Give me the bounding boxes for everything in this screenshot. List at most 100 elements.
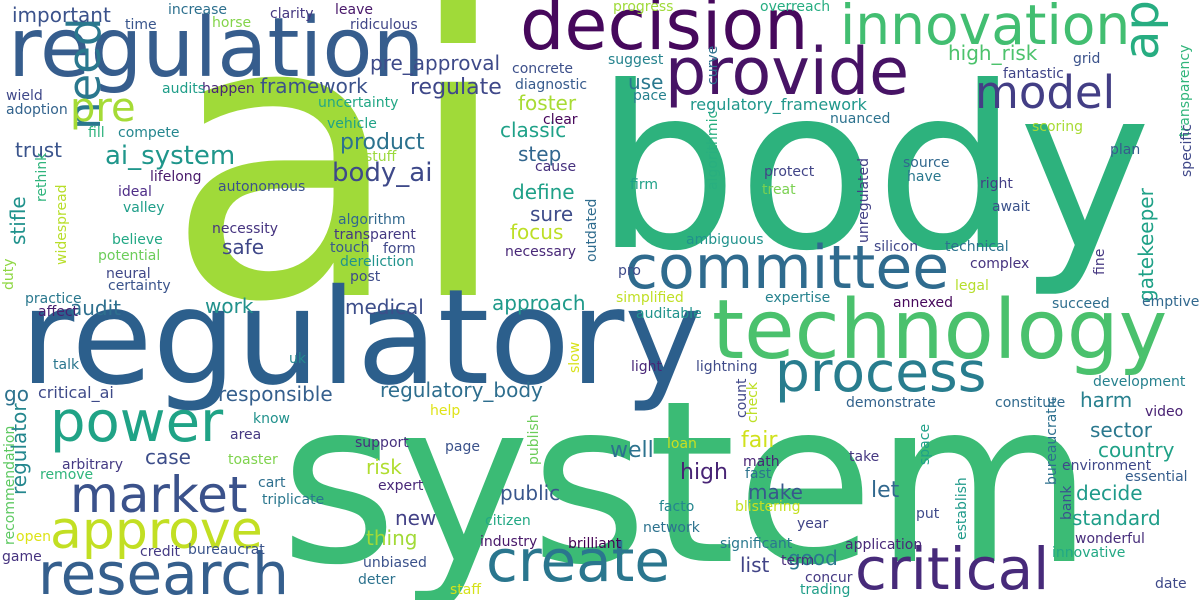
- word: lifelong: [150, 169, 202, 185]
- word: use: [628, 70, 664, 94]
- word: necessity: [212, 221, 279, 237]
- word: expertise: [765, 290, 831, 306]
- word: page: [445, 439, 480, 455]
- word: open: [16, 529, 51, 545]
- word: fine: [1092, 248, 1108, 275]
- word: work: [205, 294, 254, 318]
- word: technology: [712, 283, 1168, 378]
- word: loan: [667, 436, 697, 452]
- word: credit: [140, 544, 181, 560]
- word: regulate: [410, 75, 502, 100]
- word: development: [1093, 374, 1186, 390]
- word: approach: [492, 291, 586, 315]
- word: blistering: [735, 499, 801, 515]
- word: video: [1145, 404, 1184, 420]
- word: area: [230, 427, 262, 443]
- word: leave: [335, 2, 373, 18]
- word: application: [845, 537, 923, 553]
- word: create: [486, 527, 671, 595]
- word: await: [992, 199, 1030, 215]
- word: clear: [543, 112, 578, 128]
- word: uk: [289, 351, 306, 367]
- word: audits: [162, 81, 206, 97]
- word: body: [595, 39, 1152, 301]
- word: auditable: [636, 306, 702, 322]
- word: critical: [855, 535, 1050, 600]
- word: take: [849, 449, 880, 465]
- word: safe: [222, 235, 265, 259]
- word: ai_system: [105, 141, 236, 171]
- word: progress: [613, 0, 674, 15]
- word: system: [280, 353, 1094, 600]
- word: high_risk: [948, 41, 1038, 65]
- word: approve: [50, 501, 263, 561]
- word: market: [70, 466, 248, 524]
- word: ideal: [118, 184, 152, 200]
- word: pre: [70, 85, 136, 131]
- word: unbiased: [363, 555, 427, 571]
- word: toaster: [228, 452, 278, 468]
- word: well: [610, 438, 654, 463]
- word: foster: [518, 91, 577, 115]
- word: know: [253, 411, 290, 427]
- word: provide: [665, 35, 910, 110]
- word: widespread: [54, 184, 70, 265]
- word: date: [1155, 576, 1187, 592]
- word: time: [125, 17, 157, 33]
- word: body_ai: [332, 158, 433, 188]
- word: math: [743, 454, 780, 470]
- word: case: [145, 445, 191, 469]
- word: form: [383, 241, 416, 257]
- word: lightning: [696, 359, 758, 375]
- word: regulation: [8, 1, 425, 96]
- word: uncertainty: [318, 95, 399, 111]
- word: significant: [720, 536, 793, 552]
- word: make: [748, 480, 803, 504]
- word: remove: [40, 467, 94, 483]
- word: framework: [260, 74, 368, 98]
- word: help: [430, 403, 461, 419]
- word: network: [643, 520, 700, 536]
- word: expert: [378, 478, 424, 494]
- word: simplified: [616, 290, 684, 306]
- word: support: [355, 435, 409, 451]
- word: go: [4, 382, 29, 406]
- word: classic: [500, 118, 567, 142]
- word: specific: [1179, 124, 1195, 177]
- word: light: [631, 359, 663, 375]
- word: decide: [1076, 481, 1143, 505]
- word: slow: [567, 341, 583, 373]
- word: fast: [745, 466, 772, 482]
- word: stifle: [6, 196, 30, 245]
- word: space: [917, 423, 933, 465]
- word: firm: [630, 177, 658, 193]
- word: outdated: [584, 198, 600, 262]
- word: algorithm: [338, 212, 406, 228]
- word: game: [2, 549, 42, 565]
- word: brilliant: [568, 536, 622, 552]
- word: trust: [15, 138, 63, 162]
- word: arbitrary: [62, 457, 123, 473]
- word: concrete: [512, 61, 573, 77]
- word: focus: [510, 220, 564, 244]
- word: compete: [118, 125, 180, 141]
- word: cart: [258, 475, 286, 491]
- word: complex: [970, 256, 1030, 272]
- word: country: [1098, 438, 1175, 462]
- word: clarity: [270, 6, 314, 22]
- word: good: [788, 546, 838, 570]
- word: touch: [330, 240, 370, 256]
- word: publish: [526, 414, 542, 465]
- word: succeed: [1052, 296, 1110, 312]
- word: stuff: [365, 149, 397, 165]
- word: approval: [1114, 0, 1170, 60]
- word: increase: [168, 2, 228, 18]
- word: trading: [800, 582, 851, 598]
- word: environment: [1062, 458, 1152, 474]
- word: have: [907, 169, 942, 185]
- word: high: [680, 460, 728, 485]
- word: pre_approval: [370, 51, 501, 75]
- word: new: [395, 506, 437, 530]
- word: source: [903, 155, 950, 171]
